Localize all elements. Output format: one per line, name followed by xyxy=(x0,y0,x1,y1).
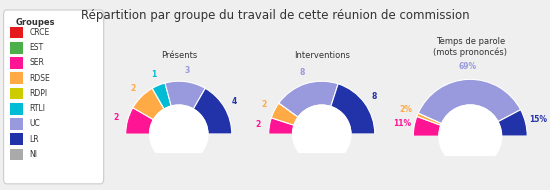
Bar xyxy=(10,42,23,54)
Text: 2: 2 xyxy=(261,100,267,109)
Text: 2%: 2% xyxy=(399,105,412,114)
Text: 15%: 15% xyxy=(529,115,547,124)
Text: RTLI: RTLI xyxy=(30,104,46,113)
Wedge shape xyxy=(279,103,298,117)
Text: 2: 2 xyxy=(130,84,136,93)
Text: EST: EST xyxy=(30,43,43,52)
Wedge shape xyxy=(418,113,442,124)
Text: RDPI: RDPI xyxy=(30,89,48,98)
Text: SER: SER xyxy=(30,59,45,67)
Wedge shape xyxy=(126,108,153,134)
Circle shape xyxy=(150,105,208,163)
Bar xyxy=(390,136,550,190)
Wedge shape xyxy=(279,81,338,117)
Wedge shape xyxy=(279,103,298,117)
Wedge shape xyxy=(418,113,442,124)
Text: LR: LR xyxy=(30,135,39,144)
Wedge shape xyxy=(498,110,527,136)
Bar xyxy=(248,134,396,190)
Wedge shape xyxy=(152,83,171,109)
Bar xyxy=(10,133,23,145)
Bar xyxy=(10,149,23,160)
Text: 2: 2 xyxy=(114,113,119,122)
Bar xyxy=(10,57,23,69)
Wedge shape xyxy=(418,79,521,124)
Wedge shape xyxy=(413,136,527,190)
Wedge shape xyxy=(133,88,164,120)
Text: RDSE: RDSE xyxy=(30,74,50,83)
Wedge shape xyxy=(269,118,294,134)
Title: Interventions: Interventions xyxy=(294,51,350,60)
Wedge shape xyxy=(165,81,205,109)
Text: CRCE: CRCE xyxy=(30,28,50,37)
Bar xyxy=(10,118,23,130)
Text: 2: 2 xyxy=(255,120,261,129)
Wedge shape xyxy=(271,103,298,125)
Text: 3: 3 xyxy=(185,66,190,75)
Wedge shape xyxy=(194,88,232,134)
FancyBboxPatch shape xyxy=(4,10,103,184)
Bar xyxy=(10,27,23,38)
Text: Groupes: Groupes xyxy=(15,18,54,27)
Circle shape xyxy=(439,105,502,168)
Text: 1: 1 xyxy=(151,70,157,79)
Wedge shape xyxy=(269,134,375,187)
Text: 11%: 11% xyxy=(393,120,411,128)
Text: 8: 8 xyxy=(371,92,377,101)
Bar xyxy=(104,134,253,190)
Bar xyxy=(10,103,23,115)
Title: Temps de parole
(mots prononcés): Temps de parole (mots prononcés) xyxy=(433,36,507,57)
Circle shape xyxy=(293,105,351,163)
Wedge shape xyxy=(152,88,164,109)
Text: UC: UC xyxy=(30,120,40,128)
Title: Présents: Présents xyxy=(161,51,197,60)
Text: 69%: 69% xyxy=(459,62,477,71)
Wedge shape xyxy=(331,84,375,134)
Bar xyxy=(10,72,23,84)
Wedge shape xyxy=(417,113,442,125)
Wedge shape xyxy=(126,134,232,187)
Text: 4: 4 xyxy=(232,97,238,106)
Text: 8: 8 xyxy=(299,68,305,77)
Bar xyxy=(10,88,23,99)
Wedge shape xyxy=(413,116,441,136)
Text: Répartition par groupe du travail de cette réunion de commission: Répartition par groupe du travail de cet… xyxy=(81,10,469,22)
Text: NI: NI xyxy=(30,150,37,159)
